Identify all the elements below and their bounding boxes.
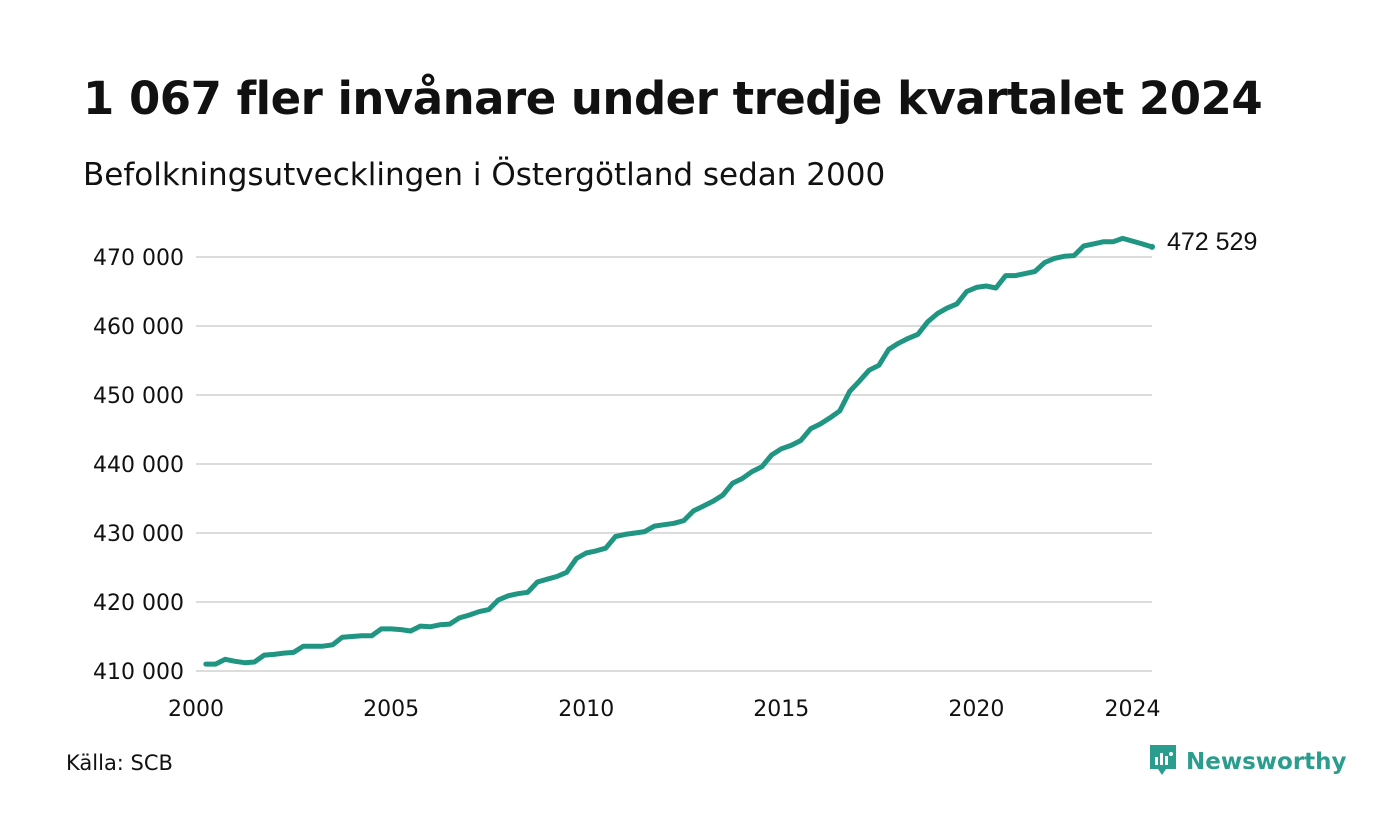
brand-name: Newsworthy [1186,749,1347,775]
y-tick-label: 440 000 [93,453,184,478]
x-tick-label: 2005 [363,697,419,722]
x-tick-label: 2000 [168,697,224,722]
y-tick-label: 430 000 [93,522,184,547]
y-tick-label: 460 000 [93,315,184,340]
x-tick-label: 2020 [948,697,1004,722]
y-tick-label: 450 000 [93,384,184,409]
y-tick-label: 410 000 [93,660,184,685]
x-tick-label: 2015 [753,697,809,722]
y-axis: 410 000 420 000 430 000 440 000 450 000 460 0… [93,246,184,685]
chart-title: 1 067 fler invånare under tredje kvartal… [83,72,1263,125]
end-value-label: 472 529 [1167,228,1257,256]
x-tick-label: 2010 [558,697,614,722]
newsworthy-logo-icon [1148,743,1178,781]
x-tick-label: 2024 [1104,697,1160,722]
y-tick-label: 420 000 [93,591,184,616]
x-axis: 2000 2005 2010 2015 2020 2024 [168,697,1160,722]
brand-logo[interactable]: Newsworthy [1148,743,1347,781]
source-note: Källa: SCB [66,751,173,775]
chart-subtitle: Befolkningsutvecklingen i Östergötland s… [83,157,886,193]
y-tick-label: 470 000 [93,246,184,271]
series-group [203,235,1155,667]
last-point [1149,243,1155,250]
series-line [203,235,1155,667]
data-labels: 472 529 [1167,228,1257,256]
gridlines [196,256,1152,672]
